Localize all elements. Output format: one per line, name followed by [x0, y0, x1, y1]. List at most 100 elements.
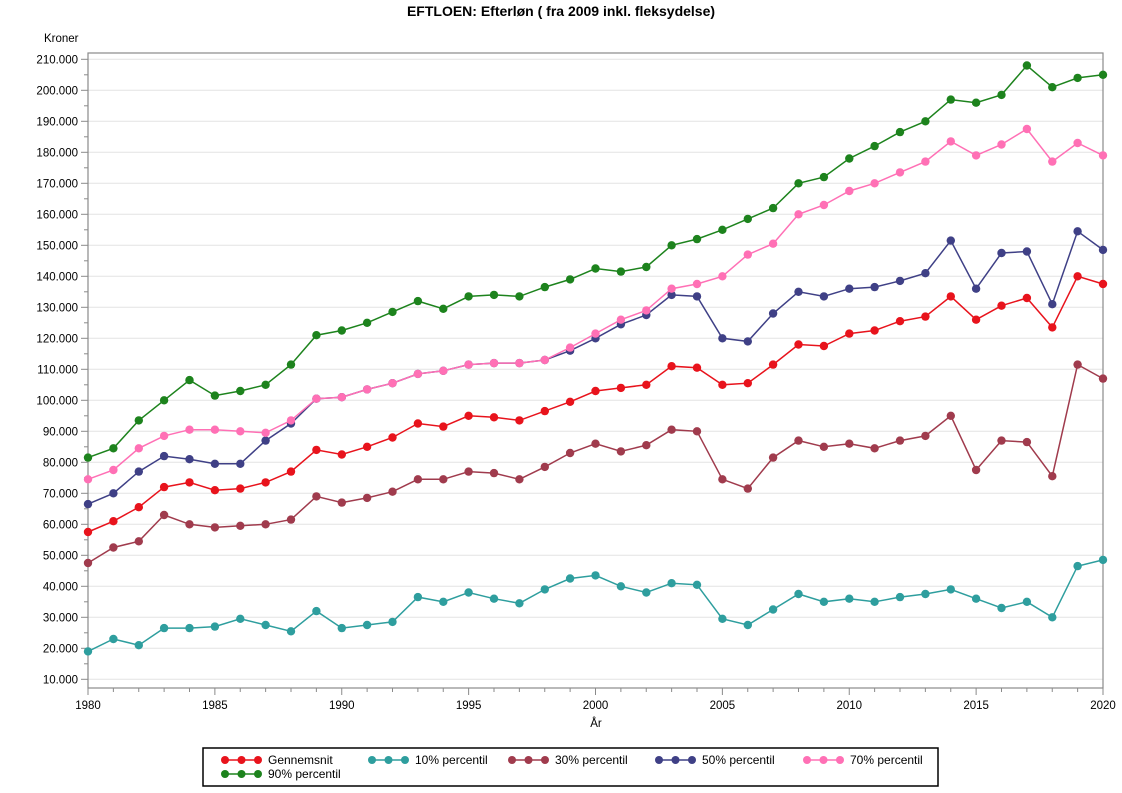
data-point — [895, 127, 905, 137]
data-point — [109, 489, 118, 498]
data-point — [895, 168, 905, 177]
data-point — [337, 623, 346, 633]
x-tick-label: 1985 — [202, 700, 228, 712]
data-point — [794, 287, 803, 296]
series-line — [87, 64, 1104, 459]
data-point — [1048, 300, 1057, 309]
y-tick-label: 150.000 — [36, 240, 78, 252]
data-point — [236, 459, 245, 468]
legend-marker-dot — [254, 770, 262, 778]
data-point — [210, 486, 220, 495]
data-point — [312, 331, 321, 340]
data-point — [261, 520, 270, 529]
data-point — [134, 641, 143, 650]
data-point — [997, 603, 1006, 613]
data-point — [159, 623, 169, 633]
y-tick-label: 130.000 — [36, 302, 78, 314]
data-point — [159, 396, 169, 405]
data-point — [768, 605, 778, 614]
data-point — [1048, 157, 1057, 166]
chart-title: EFTLOEN: Efterløn ( fra 2009 inkl. fleks… — [407, 3, 715, 19]
data-point — [312, 394, 321, 403]
legend-marker-dot — [254, 756, 262, 764]
data-point — [1073, 227, 1082, 236]
data-point — [109, 444, 118, 453]
y-axis-title: Kroner — [44, 33, 79, 45]
data-point — [1098, 151, 1108, 160]
data-point — [971, 315, 981, 324]
y-tick-label: 30.000 — [43, 612, 78, 624]
data-point — [261, 428, 270, 437]
data-point — [1073, 561, 1082, 571]
y-tick-label: 80.000 — [43, 457, 78, 469]
data-point — [210, 425, 220, 434]
data-point — [667, 362, 676, 371]
data-point — [515, 475, 524, 484]
data-point — [236, 427, 245, 436]
legend-item: 70% percentil — [803, 753, 923, 767]
data-point — [743, 379, 752, 388]
data-point — [642, 380, 651, 389]
y-tick-label: 160.000 — [36, 209, 78, 221]
data-point — [971, 465, 981, 475]
data-point — [185, 520, 194, 529]
y-tick-label: 140.000 — [36, 271, 78, 283]
data-point — [109, 543, 118, 552]
data-point — [921, 431, 930, 441]
legend-marker-dot — [221, 756, 229, 764]
data-point — [134, 416, 143, 425]
data-point — [1073, 138, 1082, 148]
y-tick-label: 100.000 — [36, 395, 78, 407]
y-tick-label: 70.000 — [43, 488, 78, 500]
data-point — [1048, 83, 1057, 92]
data-point — [185, 478, 194, 487]
data-point — [362, 493, 372, 503]
data-point — [1098, 555, 1108, 565]
data-point — [971, 151, 981, 160]
data-point — [464, 411, 473, 420]
legend-item: 10% percentil — [368, 753, 488, 767]
data-point — [819, 200, 829, 210]
legend-marker-dot — [368, 756, 376, 764]
data-point — [718, 614, 727, 623]
data-point — [1048, 613, 1057, 622]
data-point — [388, 307, 397, 317]
legend-marker-dot — [524, 756, 533, 764]
data-point — [642, 262, 651, 272]
data-point — [1098, 245, 1108, 255]
data-point — [109, 517, 118, 526]
data-point — [718, 272, 727, 281]
legend-marker-dot — [671, 756, 680, 764]
data-point — [616, 315, 626, 324]
data-point — [921, 117, 930, 126]
data-point — [845, 594, 854, 603]
data-point — [870, 282, 879, 292]
data-point — [921, 269, 930, 278]
data-point — [845, 284, 854, 293]
data-point — [185, 425, 194, 434]
data-point — [667, 241, 676, 250]
data-point — [159, 510, 169, 520]
data-point — [464, 292, 473, 301]
data-point — [768, 453, 778, 462]
data-point — [921, 157, 930, 166]
series-10-percentil — [83, 555, 1108, 656]
legend-marker-dot — [836, 756, 844, 764]
data-point — [921, 589, 930, 599]
data-point — [667, 579, 676, 588]
y-tick-label: 170.000 — [36, 178, 78, 190]
x-tick-label: 2005 — [710, 700, 736, 712]
legend-item-label: 50% percentil — [702, 753, 775, 767]
y-tick-label: 10.000 — [43, 674, 78, 686]
data-point — [870, 179, 879, 188]
data-point — [1098, 279, 1108, 289]
data-point — [1022, 124, 1032, 134]
data-point — [159, 431, 169, 441]
data-point — [616, 582, 626, 591]
data-point — [83, 475, 93, 484]
data-point — [946, 292, 955, 301]
legend-marker-dot — [803, 756, 811, 764]
legend-item: Gennemsnit — [221, 753, 333, 767]
data-point — [83, 499, 93, 509]
data-point — [540, 406, 549, 416]
